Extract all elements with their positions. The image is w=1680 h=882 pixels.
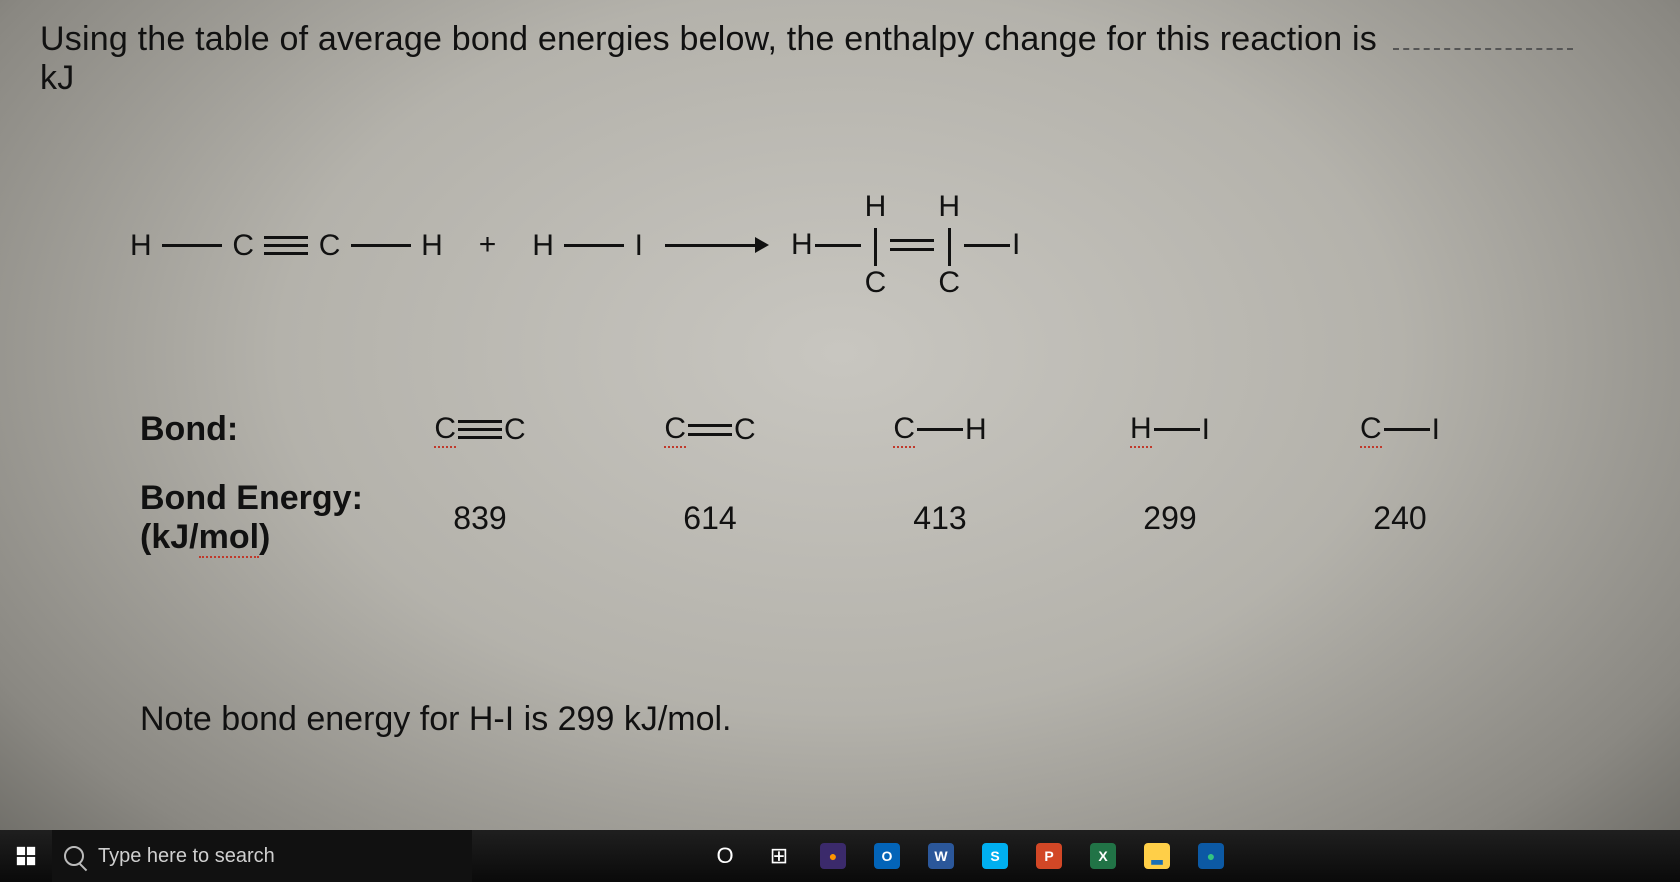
- note-text: Note bond energy for H-I is 299 kJ/mol.: [140, 700, 732, 739]
- triple-bond: [264, 236, 308, 255]
- search-icon: [64, 846, 84, 866]
- energy-label-line2: (kJ/mol): [140, 518, 420, 557]
- carbon-1: H C: [865, 190, 887, 300]
- single-bond: [351, 244, 411, 247]
- question-text: Using the table of average bond energies…: [40, 20, 1620, 98]
- atom-H: H: [791, 228, 813, 262]
- answer-blank[interactable]: [1393, 48, 1573, 50]
- atom-H-top: H: [865, 190, 887, 224]
- reactant2: H I: [532, 227, 643, 262]
- taskbar-icon-explorer[interactable]: ▂: [1134, 836, 1180, 876]
- carbon-2: H C: [938, 190, 960, 300]
- energy-cell: 614: [650, 500, 770, 537]
- windows-logo-icon: [15, 845, 37, 867]
- taskbar-icon-skype[interactable]: S: [972, 836, 1018, 876]
- word-icon: W: [928, 843, 954, 869]
- bond-atom-right: I: [1202, 413, 1210, 447]
- taskbar-icon-word[interactable]: W: [918, 836, 964, 876]
- atom-C: C: [865, 266, 887, 300]
- atom-I: I: [1012, 228, 1020, 262]
- explorer-icon: ▂: [1144, 843, 1170, 869]
- taskbar-icon-edge[interactable]: ●: [1188, 836, 1234, 876]
- bond-cell: HI: [1110, 412, 1230, 448]
- energy-cell: 839: [420, 500, 540, 537]
- cortana-circle-icon: O: [712, 843, 738, 869]
- bond-atom-left: H: [1130, 412, 1152, 448]
- atom-C: C: [938, 266, 960, 300]
- question-prefix: Using the table of average bond energies…: [40, 20, 1377, 58]
- atom-I: I: [635, 229, 643, 263]
- single-bond: [815, 244, 861, 247]
- table-row-energies: Bond Energy: (kJ/mol) 839 614 413 299 240: [140, 479, 1480, 557]
- skype-icon: S: [982, 843, 1008, 869]
- bond-cells: CCCCCHHICI: [420, 412, 1480, 448]
- vertical-bond: [874, 228, 877, 266]
- reactant1: H C C H: [130, 227, 443, 262]
- bond-atom-left: C: [1360, 412, 1382, 448]
- edge-icon: ●: [1198, 843, 1224, 869]
- bond-cell: CH: [880, 412, 1000, 448]
- energy-label-line1: Bond Energy:: [140, 479, 420, 518]
- energy-cell: 240: [1340, 500, 1460, 537]
- atom-H: H: [421, 229, 443, 263]
- reaction-equation: H C C H + H I H H C: [130, 190, 1020, 300]
- question-unit: kJ: [40, 59, 74, 97]
- content-area: Using the table of average bond energies…: [40, 20, 1620, 98]
- energy-cell: 299: [1110, 500, 1230, 537]
- start-button[interactable]: [0, 830, 52, 882]
- bond-atom-left: C: [434, 412, 456, 448]
- row-label-energy: Bond Energy: (kJ/mol): [140, 479, 420, 557]
- vertical-bond: [948, 228, 951, 266]
- atom-H-top: H: [938, 190, 960, 224]
- energy-cell: 413: [880, 500, 1000, 537]
- taskbar-search[interactable]: Type here to search: [52, 830, 472, 882]
- bond-cell: CI: [1340, 412, 1460, 448]
- atom-H: H: [130, 229, 152, 263]
- bond-atom-right: C: [504, 413, 526, 447]
- task-view-icon: ⊞: [766, 843, 792, 869]
- taskbar-icon-outlook[interactable]: O: [864, 836, 910, 876]
- bond-atom-left: C: [893, 412, 915, 448]
- bond-atom-right: H: [965, 413, 987, 447]
- atom-C: C: [232, 229, 254, 263]
- energy-cells: 839 614 413 299 240: [420, 500, 1480, 537]
- single-bond: [162, 244, 222, 247]
- bond-atom-left: C: [664, 412, 686, 448]
- row-label-bond: Bond:: [140, 410, 420, 449]
- atom-C: C: [319, 229, 341, 263]
- bond-cell: CC: [420, 412, 540, 448]
- taskbar-icons: O ⊞ ● O W S P X ▂ ●: [702, 836, 1234, 876]
- plus-sign: +: [479, 228, 497, 262]
- taskbar-icon-firefox[interactable]: ●: [810, 836, 856, 876]
- taskbar-icon-cortana-circle[interactable]: O: [702, 836, 748, 876]
- search-placeholder: Type here to search: [98, 845, 275, 868]
- reaction-arrow: [665, 237, 769, 253]
- bond-atom-right: C: [734, 413, 756, 447]
- outlook-icon: O: [874, 843, 900, 869]
- excel-icon: X: [1090, 843, 1116, 869]
- bond-energy-table: Bond: CCCCCHHICI Bond Energy: (kJ/mol) 8…: [140, 410, 1480, 587]
- single-bond: [964, 244, 1010, 247]
- firefox-icon: ●: [820, 843, 846, 869]
- taskbar-icon-task-view[interactable]: ⊞: [756, 836, 802, 876]
- bond-cell: CC: [650, 412, 770, 448]
- taskbar-icon-excel[interactable]: X: [1080, 836, 1126, 876]
- taskbar-icon-powerpoint[interactable]: P: [1026, 836, 1072, 876]
- product: H H C H C I: [791, 190, 1020, 300]
- powerpoint-icon: P: [1036, 843, 1062, 869]
- single-bond: [564, 244, 624, 247]
- bond-atom-right: I: [1432, 413, 1440, 447]
- windows-taskbar[interactable]: Type here to search O ⊞ ● O W S P X ▂ ●: [0, 830, 1680, 882]
- table-row-bonds: Bond: CCCCCHHICI: [140, 410, 1480, 449]
- double-bond: [890, 239, 934, 251]
- atom-H: H: [532, 229, 554, 263]
